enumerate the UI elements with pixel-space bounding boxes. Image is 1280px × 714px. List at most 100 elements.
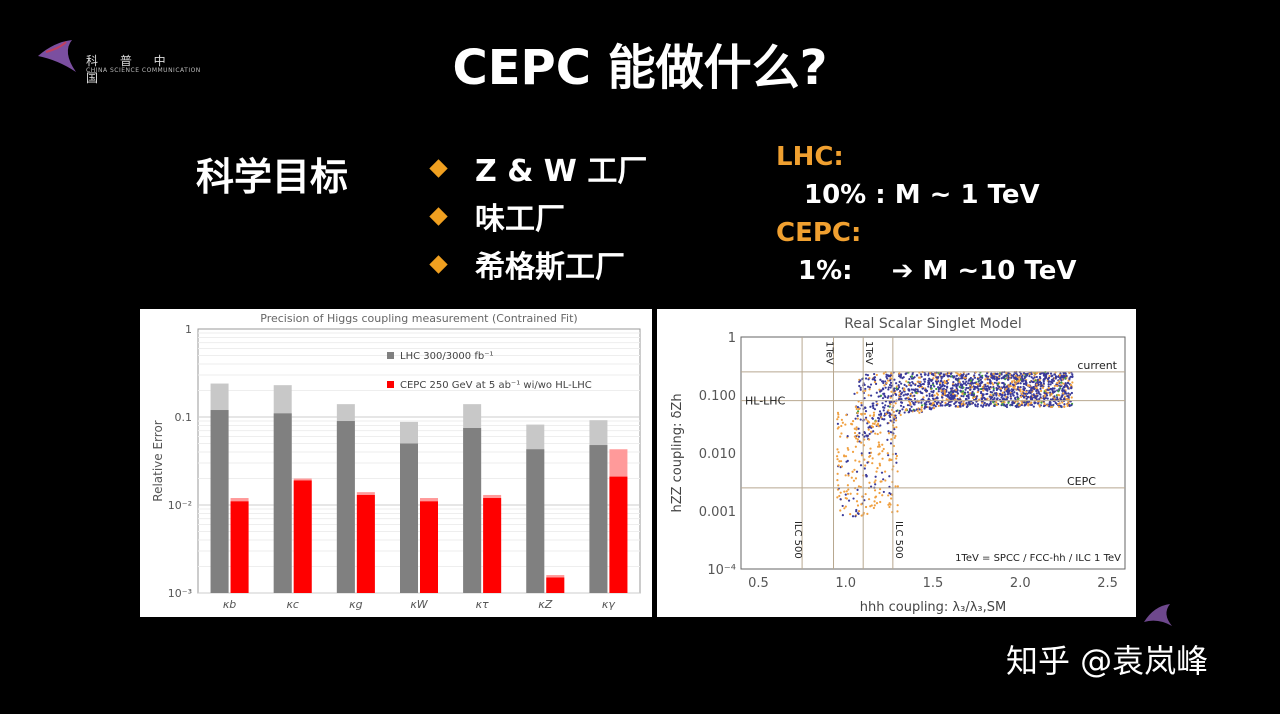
- scatter-point: [995, 376, 999, 379]
- cepc-wi-bar: [293, 480, 312, 593]
- scatter-point: [1016, 385, 1020, 389]
- scatter-point: [999, 393, 1002, 396]
- scatter-point: [890, 438, 893, 441]
- x-tick-label: 1.0: [835, 576, 856, 591]
- scatter-point: [913, 397, 917, 401]
- scatter-point: [992, 394, 995, 397]
- scatter-point: [934, 405, 937, 408]
- scatter-point: [1053, 373, 1056, 376]
- scatter-point: [839, 435, 842, 438]
- scatter-point: [1007, 372, 1010, 375]
- scatter-point: [1048, 374, 1051, 378]
- scatter-point: [927, 374, 930, 377]
- scatter-point: [867, 438, 871, 441]
- scatter-point: [968, 378, 971, 381]
- scatter-point: [932, 406, 936, 410]
- scatter-point: [864, 416, 868, 419]
- scatter-point: [878, 491, 881, 495]
- scatter-point: [1028, 384, 1031, 387]
- scatter-point: [841, 513, 844, 517]
- scatter-point: [1047, 383, 1050, 386]
- scatter-point: [849, 492, 852, 495]
- scatter-point: [988, 395, 991, 398]
- scatter-point: [986, 397, 989, 400]
- scatter-point: [1001, 402, 1004, 406]
- scatter-point: [1020, 379, 1024, 383]
- scatter-point: [978, 384, 982, 388]
- scatter-point: [1070, 386, 1073, 389]
- scatter-point: [946, 393, 950, 397]
- scatter-point: [898, 386, 901, 389]
- scatter-point: [873, 489, 877, 492]
- scatter-point: [898, 372, 901, 375]
- scatter-point: [943, 379, 946, 383]
- scatter-point: [887, 395, 890, 398]
- scatter-point: [836, 479, 839, 482]
- scatter-point: [952, 392, 955, 396]
- scatter-point: [883, 384, 886, 387]
- scatter-point: [1020, 395, 1023, 399]
- scatter-point: [841, 504, 844, 508]
- scatter-point: [880, 416, 883, 419]
- scatter-point: [854, 417, 857, 420]
- scatter-point: [938, 381, 942, 385]
- scatter-point: [1046, 397, 1049, 400]
- scatter-point: [961, 390, 965, 393]
- scatter-point: [899, 389, 902, 393]
- scatter-point: [863, 435, 866, 438]
- scatter-point: [853, 427, 856, 430]
- scatter-point: [1013, 376, 1016, 379]
- scatter-point: [859, 379, 862, 382]
- scatter-point: [1060, 381, 1063, 384]
- scatter-point: [1003, 401, 1006, 404]
- scatter-point: [920, 401, 923, 404]
- scatter-point: [981, 385, 984, 389]
- scatter-point: [937, 404, 940, 408]
- scatter-point: [967, 382, 970, 385]
- scatter-point: [895, 457, 898, 460]
- y-tick-label: 0.100: [699, 389, 736, 404]
- scatter-point: [839, 498, 842, 501]
- scatter-point: [870, 425, 873, 428]
- scatter-point: [869, 454, 872, 457]
- scatter-point: [1035, 392, 1038, 395]
- scatter-point: [876, 423, 879, 427]
- scatter-point: [993, 375, 996, 378]
- cepc-prefix: 1%:: [798, 256, 853, 286]
- scatter-point: [962, 373, 965, 376]
- scatter-point: [1003, 383, 1006, 387]
- scatter-point: [971, 382, 974, 385]
- scatter-point: [1039, 396, 1042, 399]
- scatter-point: [959, 383, 962, 387]
- scatter-point: [922, 378, 925, 381]
- scatter-point: [978, 382, 981, 385]
- scatter-point: [1035, 383, 1038, 386]
- scatter-point: [1067, 400, 1070, 403]
- scatter-point: [898, 393, 901, 397]
- scatter-point: [902, 376, 905, 379]
- scatter-point: [940, 389, 943, 392]
- scatter-point: [853, 431, 857, 435]
- scatter-point: [967, 397, 970, 400]
- scatter-point: [889, 386, 892, 389]
- scatter-point: [940, 385, 944, 388]
- scatter-point: [869, 430, 873, 433]
- scatter-point: [907, 388, 911, 391]
- scatter-point: [901, 391, 904, 394]
- scatter-point: [1006, 388, 1009, 391]
- scatter-point: [866, 435, 869, 438]
- scatter-point: [856, 411, 859, 415]
- scatter-point: [1030, 373, 1033, 376]
- scatter-point: [1061, 387, 1064, 391]
- scatter-point: [889, 374, 892, 377]
- scatter-point: [888, 485, 891, 488]
- scatter-point: [873, 381, 877, 384]
- lhc-3000-bar: [526, 449, 545, 593]
- line-label: CEPC: [1067, 475, 1096, 488]
- x-tick-label: κc: [286, 598, 299, 611]
- scatter-point: [847, 472, 850, 475]
- scatter-point: [1043, 402, 1046, 406]
- scatter-point: [966, 391, 970, 394]
- scatter-point: [942, 373, 945, 376]
- scatter-point: [868, 388, 871, 391]
